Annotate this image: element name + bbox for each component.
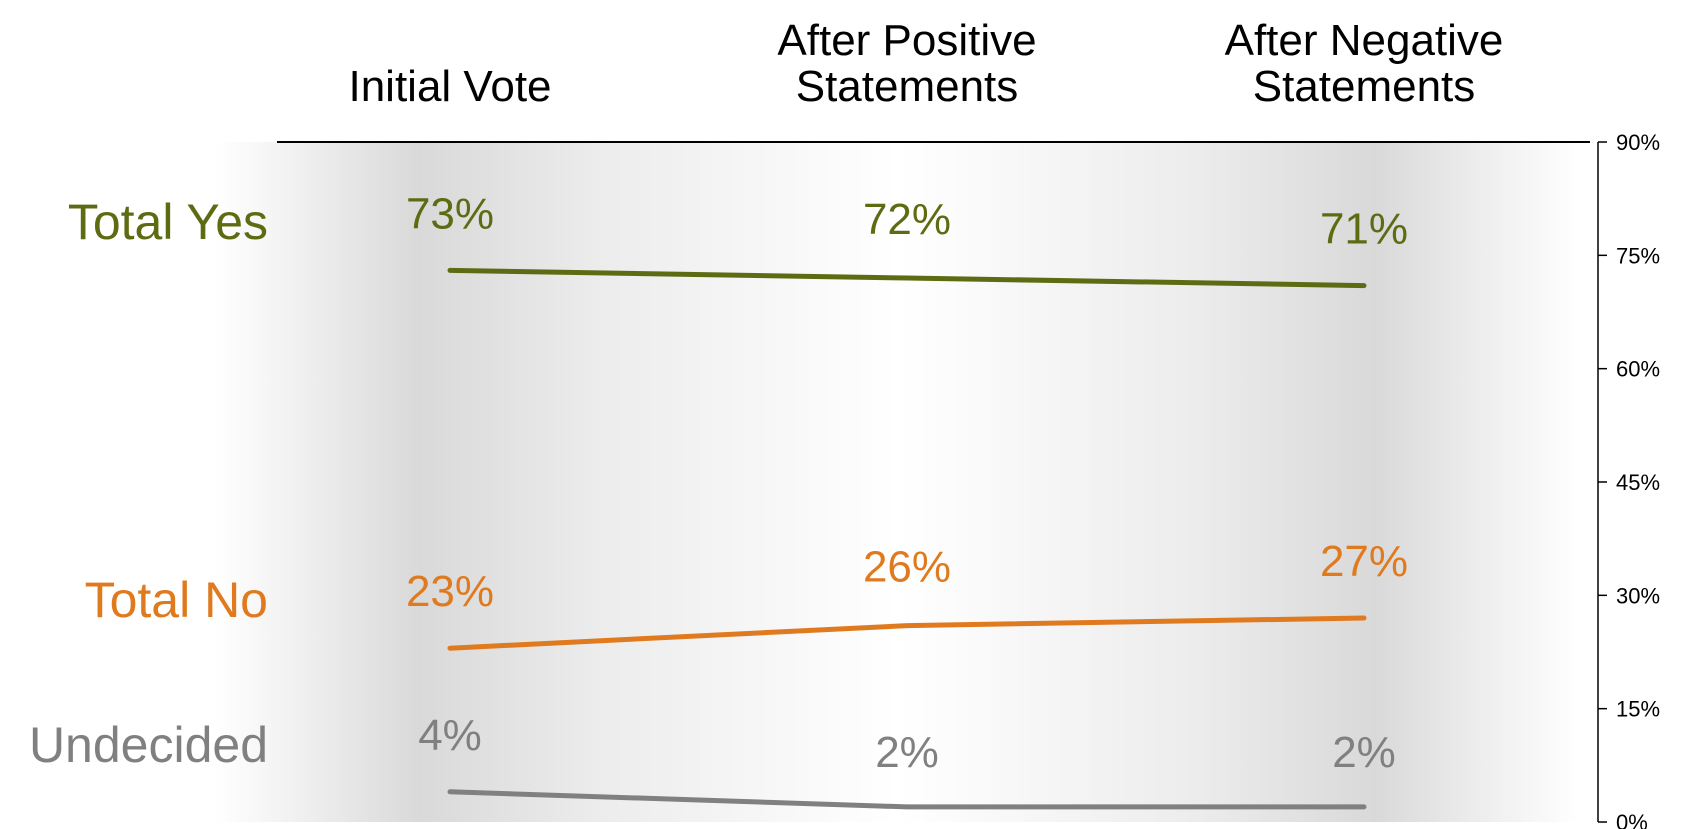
legend-label: Total No [85, 572, 268, 628]
y-tick-label: 90% [1616, 130, 1660, 155]
series-group: 73% 72% 71% 23% 26% 27% 4% 2% 2% [406, 189, 1408, 810]
data-label: 2% [1332, 728, 1396, 777]
category-labels: Initial Vote After Positive Statements Afte… [348, 16, 1503, 111]
data-label: 4% [418, 711, 482, 760]
series-line-undecided [447, 789, 1367, 810]
legend-label: Total Yes [68, 194, 268, 250]
plot-background-band [215, 142, 1580, 822]
y-tick-label: 30% [1616, 583, 1660, 608]
series-line-total-yes [447, 267, 1367, 289]
category-label: Initial Vote [348, 62, 551, 111]
category-label: After Positive Statements [777, 16, 1036, 111]
data-label: 27% [1320, 537, 1408, 586]
y-axis: 0% 15% 30% 45% 60% 75% 90% [1597, 130, 1660, 829]
data-label: 72% [863, 195, 951, 244]
legend-label: Undecided [29, 717, 268, 773]
category-label: After Negative Statements [1225, 16, 1504, 111]
y-tick-label: 0% [1616, 810, 1648, 829]
data-label: 73% [406, 189, 494, 238]
y-tick-label: 15% [1616, 697, 1660, 722]
data-label: 26% [863, 543, 951, 592]
data-label: 23% [406, 567, 494, 616]
data-label: 2% [875, 728, 939, 777]
y-tick-label: 45% [1616, 470, 1660, 495]
y-tick-label: 75% [1616, 243, 1660, 268]
legend: Total Yes Total No Undecided [29, 194, 268, 773]
series-line-total-no [447, 615, 1367, 651]
y-tick-label: 60% [1616, 357, 1660, 382]
data-label: 71% [1320, 205, 1408, 254]
